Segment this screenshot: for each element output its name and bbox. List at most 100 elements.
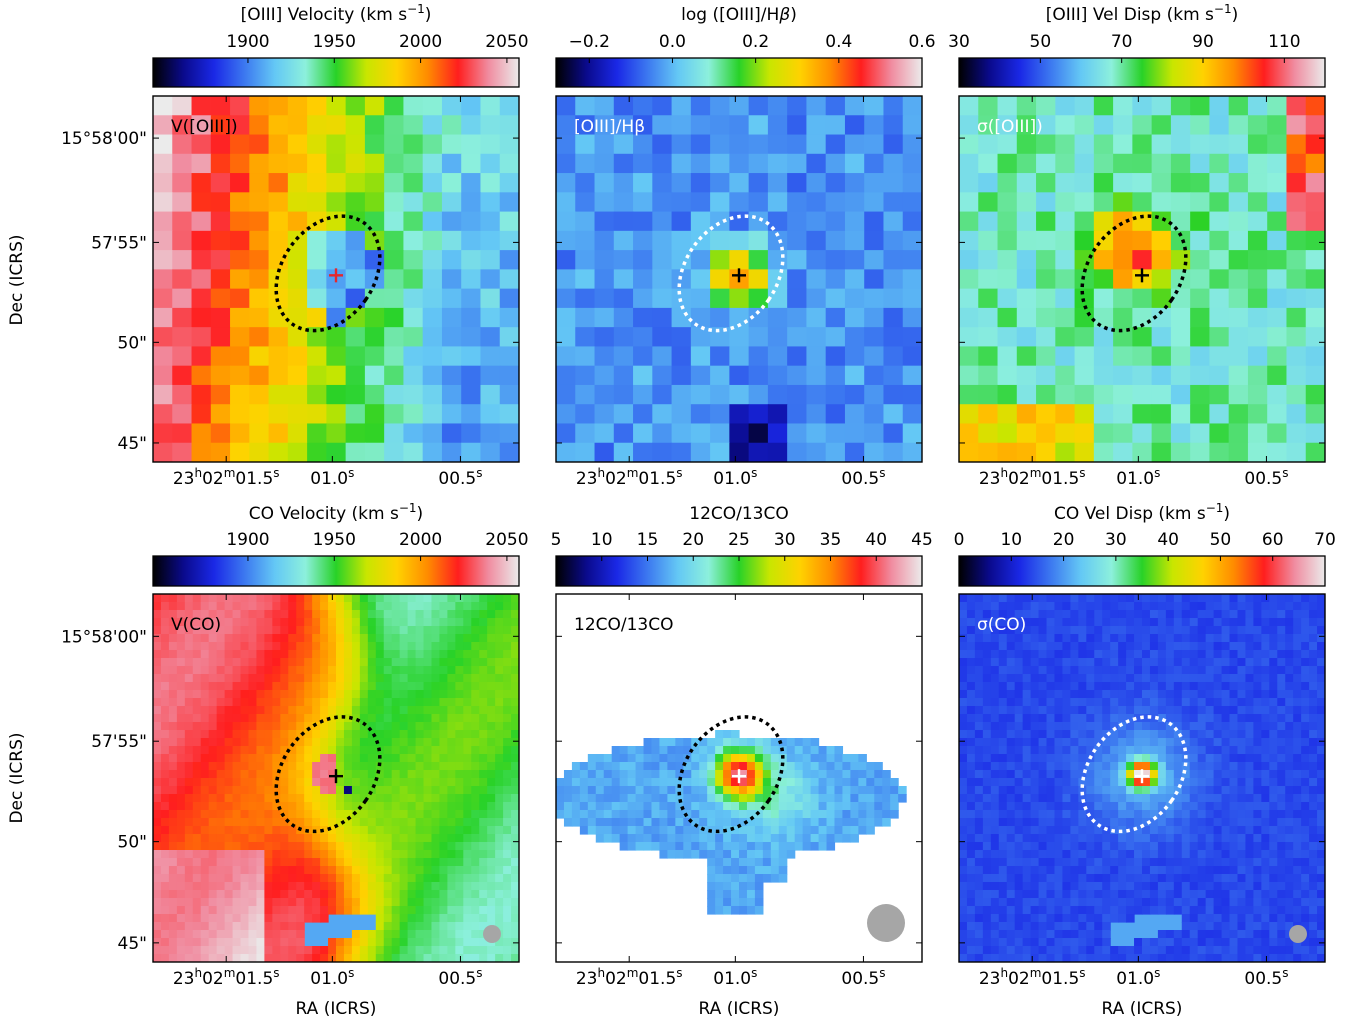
map-pixel [1132, 96, 1153, 116]
map-pixel [707, 898, 716, 907]
map-pixel [304, 802, 313, 811]
map-pixel [423, 634, 433, 643]
map-pixel [1245, 754, 1254, 763]
map-pixel [1054, 674, 1064, 683]
map-pixel [343, 594, 353, 603]
map-pixel [1229, 746, 1239, 755]
map-pixel [635, 794, 645, 803]
map-pixel [463, 778, 472, 787]
map-pixel [471, 866, 480, 875]
map-pixel [423, 890, 433, 899]
map-pixel [184, 842, 194, 851]
map-pixel [240, 834, 250, 843]
map-pixel [407, 874, 417, 883]
map-pixel [200, 786, 210, 795]
map-pixel [280, 842, 289, 851]
colorbar-tick-label: 0.2 [742, 32, 769, 52]
map-pixel [1006, 626, 1016, 635]
map-pixel [336, 906, 345, 915]
map-pixel [1055, 423, 1076, 444]
map-pixel [1086, 642, 1095, 651]
map-pixel [959, 746, 968, 755]
map-pixel [359, 626, 369, 635]
map-pixel [754, 762, 764, 771]
map-pixel [1054, 690, 1064, 699]
map-pixel [770, 818, 780, 827]
map-pixel [1245, 690, 1254, 699]
map-pixel [439, 698, 448, 707]
map-pixel [1006, 754, 1016, 763]
map-pixel [978, 423, 999, 444]
map-pixel [200, 602, 210, 611]
map-pixel [997, 134, 1018, 155]
map-pixel [495, 722, 504, 731]
map-pixel [1305, 365, 1325, 386]
map-pixel [463, 858, 472, 867]
map-pixel [1093, 153, 1114, 174]
map-pixel [208, 730, 218, 739]
map-pixel [1030, 738, 1040, 747]
map-pixel [307, 230, 327, 251]
map-pixel [415, 682, 425, 691]
map-pixel [499, 442, 519, 462]
map-pixel [471, 634, 480, 643]
map-pixel [587, 786, 597, 795]
map-pixel [1309, 650, 1318, 659]
map-pixel [232, 666, 242, 675]
map-pixel [320, 682, 329, 691]
dec-axis-label-top: Dec (ICRS) [7, 234, 27, 325]
map-pixel [1189, 594, 1199, 603]
map-pixel [1014, 770, 1024, 779]
map-pixel [343, 778, 353, 787]
map-pixel [439, 778, 448, 787]
map-pixel [431, 754, 441, 763]
map-pixel [328, 610, 337, 619]
map-pixel [659, 754, 668, 763]
map-pixel [423, 666, 433, 675]
map-pixel [447, 714, 456, 723]
map-pixel [200, 674, 210, 683]
map-pixel [1197, 618, 1207, 627]
map-pixel [754, 778, 764, 787]
map-pixel [1286, 250, 1307, 270]
map-pixel [280, 698, 289, 707]
map-pixel [858, 818, 867, 827]
map-pixel [613, 250, 634, 270]
map-pixel [256, 802, 265, 811]
map-pixel [407, 642, 417, 651]
map-pixel [966, 602, 976, 611]
map-pixel [176, 954, 186, 962]
map-pixel [1181, 730, 1191, 739]
map-pixel [754, 866, 764, 875]
map-pixel [1253, 634, 1262, 643]
map-pixel [471, 698, 480, 707]
map-pixel [613, 327, 634, 348]
map-pixel [336, 874, 345, 883]
map-pixel [336, 810, 345, 819]
map-pixel [1151, 404, 1172, 425]
map-pixel [1267, 404, 1288, 425]
map-pixel [399, 634, 409, 643]
map-pixel [160, 762, 170, 771]
map-pixel [710, 327, 730, 348]
map-pixel [826, 786, 836, 795]
map-pixel [343, 850, 353, 859]
map-pixel [1016, 365, 1037, 386]
map-pixel [1149, 706, 1159, 715]
map-pixel [343, 602, 353, 611]
map-pixel [959, 626, 968, 635]
map-pixel [359, 866, 369, 875]
map-pixel [1054, 618, 1064, 627]
map-pixel [288, 930, 297, 939]
map-pixel [571, 786, 581, 795]
map-pixel [729, 365, 750, 386]
map-pixel [511, 602, 519, 611]
map-pixel [375, 666, 385, 675]
map-pixel [184, 634, 194, 643]
map-pixel [471, 682, 480, 691]
map-pixel [1118, 642, 1127, 651]
map-pixel [683, 834, 692, 843]
map-pixel [1055, 346, 1076, 367]
map-pixel [690, 423, 711, 444]
map-pixel [256, 946, 265, 955]
